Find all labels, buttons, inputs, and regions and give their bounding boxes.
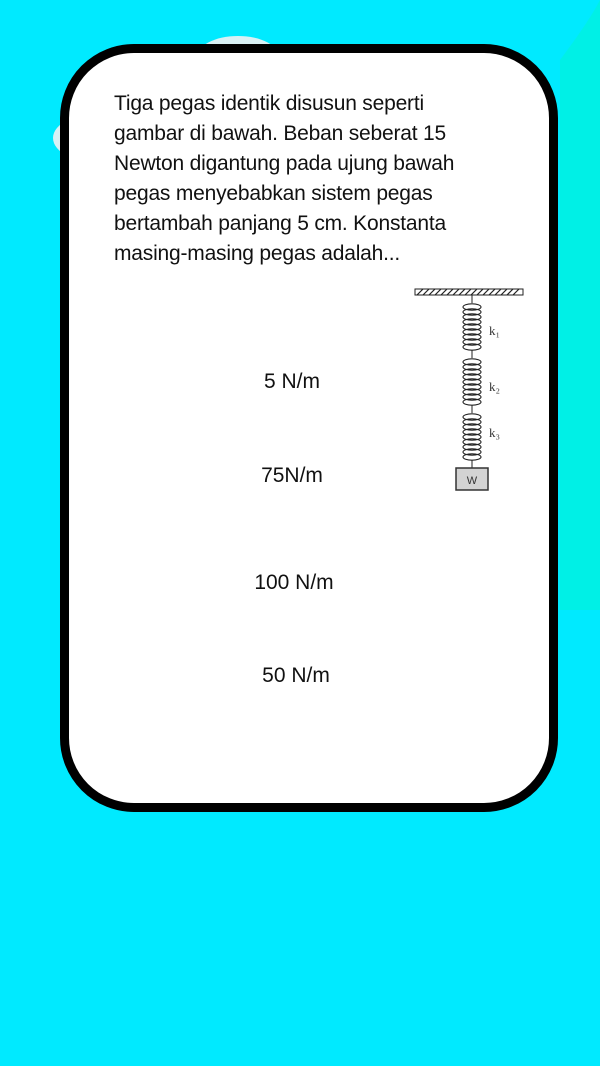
spring-k2 [462, 358, 482, 406]
decor-shape-right [560, 0, 600, 610]
weight-label: W [467, 475, 478, 487]
question-card: Tiga pegas identik disusun seperti gamba… [60, 44, 558, 812]
question-text: Tiga pegas identik disusun seperti gamba… [114, 92, 455, 265]
answer-option-1[interactable]: 5 N/m [263, 370, 320, 393]
spring-label-k1: k₁ [489, 323, 500, 338]
spring-series-diagram: W k₁ k₂ k₃ [414, 288, 524, 491]
spring-label-k2: k₂ [489, 379, 500, 394]
spring-k1 [462, 303, 482, 351]
answer-option-2[interactable]: 75N/m [261, 464, 323, 487]
weight-block [455, 467, 489, 491]
spring-label-k3: k₃ [489, 425, 500, 440]
ceiling-hatch [416, 288, 520, 296]
answer-option-3[interactable]: 100 N/m [254, 571, 334, 594]
spring-k3 [462, 413, 482, 461]
answer-option-4[interactable]: 50 N/m [262, 664, 330, 687]
